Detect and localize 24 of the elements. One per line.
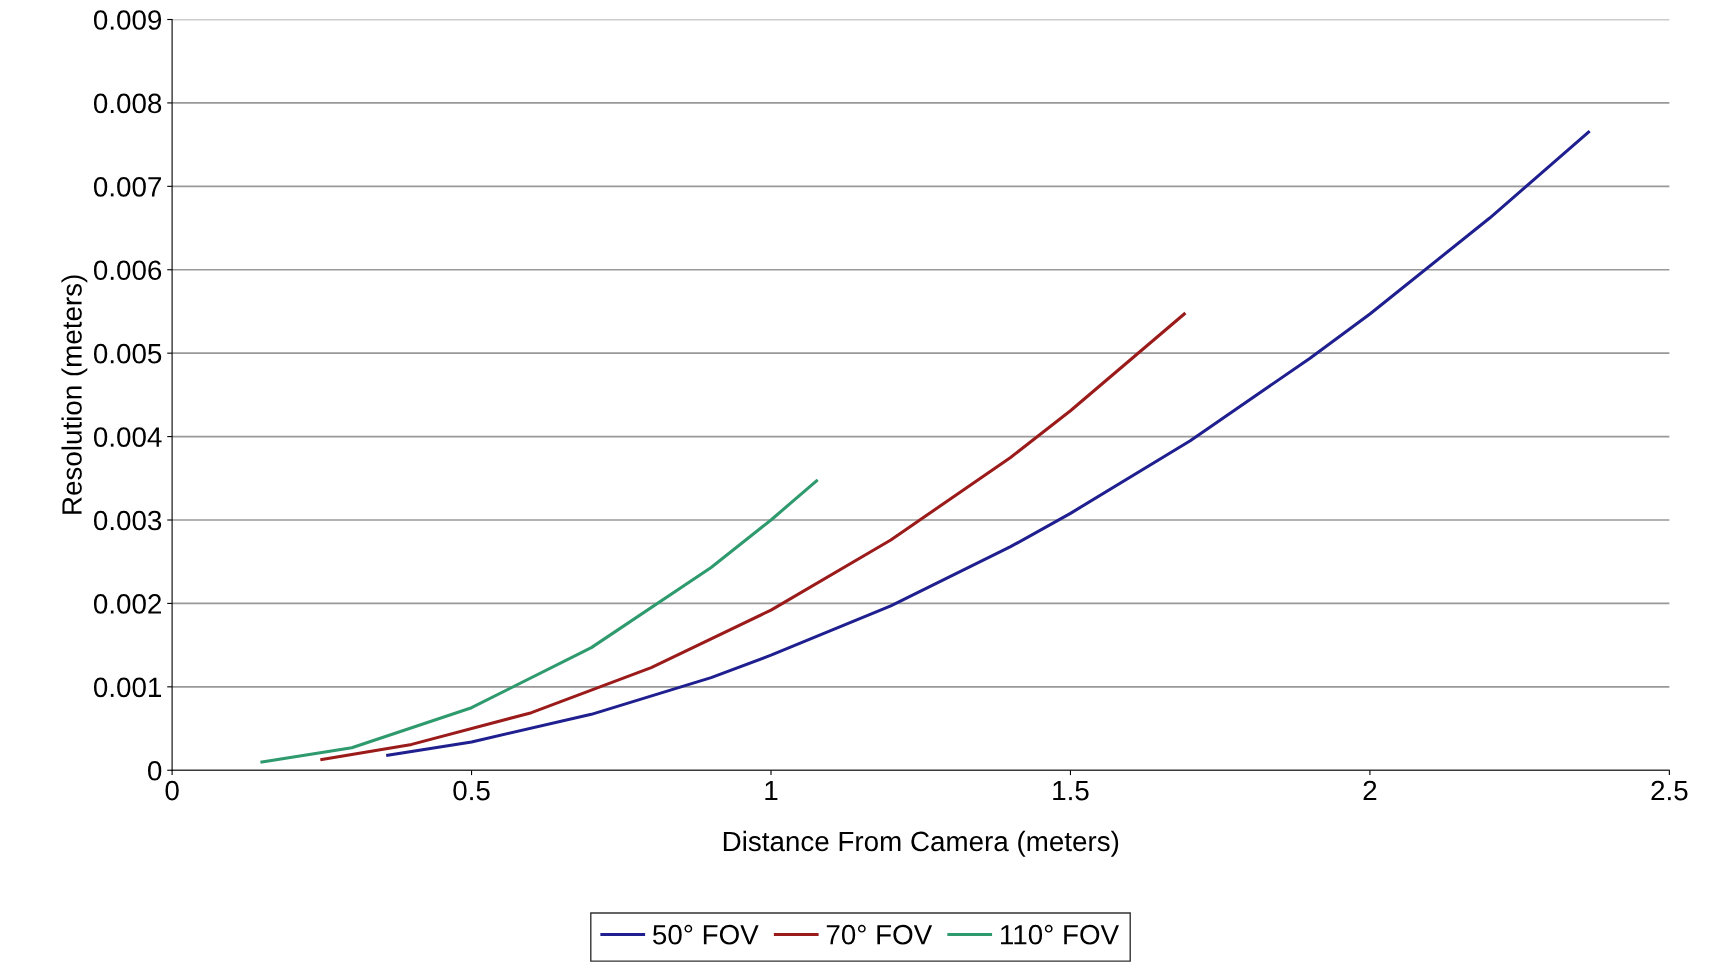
x-tick-label: 1.5	[1053, 780, 1089, 801]
x-tick-label: 2	[1363, 780, 1377, 801]
line-series	[260, 479, 819, 764]
legend-label: 50° FOV	[653, 924, 759, 945]
y-tick-label: 0.005	[93, 343, 162, 364]
x-tick-label: 1	[765, 780, 778, 801]
x-axis-title: Distance From Camera (meters)	[723, 830, 1119, 857]
x-tick-label: 0.5	[453, 780, 490, 801]
legend-label: 70° FOV	[826, 924, 933, 945]
x-tick-label: 0	[165, 780, 179, 801]
y-tick-label: 0.004	[93, 427, 162, 447]
line-series	[386, 130, 1591, 757]
y-tick-label: 0.002	[93, 594, 161, 614]
line-series	[320, 312, 1186, 761]
legend-label: 110° FOV	[1000, 924, 1119, 945]
y-tick-label: 0.006	[93, 260, 162, 281]
y-tick-label: 0.001	[93, 677, 162, 698]
y-tick-label: 0.007	[93, 177, 161, 197]
x-tick-label: 2.5	[1651, 780, 1688, 801]
y-axis-title: Resolution (meters)	[61, 275, 88, 514]
y-tick-label: 0.003	[93, 510, 162, 531]
y-tick-label: 0.009	[93, 10, 162, 30]
y-tick-label: 0.008	[93, 93, 162, 114]
y-tick-label: 0	[148, 760, 162, 781]
